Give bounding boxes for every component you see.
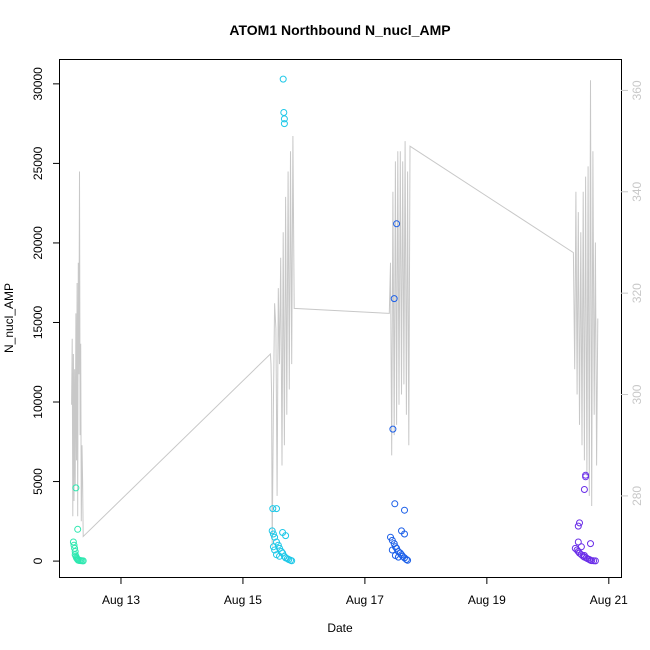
data-point (71, 548, 79, 555)
data-point (279, 75, 287, 83)
data-point (401, 506, 408, 514)
line-series (71, 80, 599, 547)
y2-tick-label: 340 (630, 181, 644, 201)
y-axis: 0 5000 10000 15000 20000 25000 30000 (31, 67, 60, 564)
data-point (574, 522, 582, 530)
points-layer (69, 75, 599, 565)
data-point (388, 546, 396, 554)
data-point (269, 530, 277, 538)
y2-tick-label: 360 (630, 80, 644, 100)
x-tick-label: Aug 15 (224, 593, 262, 607)
y-tick-label: 0 (31, 557, 45, 564)
data-point (580, 552, 588, 559)
x-tick-label: Aug 17 (346, 593, 384, 607)
data-point (79, 557, 87, 565)
plot-frame (59, 59, 622, 578)
data-point (273, 505, 280, 513)
data-point (72, 484, 80, 492)
data-point (268, 527, 276, 535)
y-tick-label: 30000 (31, 67, 45, 101)
y-tick-label: 20000 (31, 226, 45, 260)
data-point (69, 538, 77, 546)
data-point (580, 486, 588, 493)
x-tick-label: Aug 21 (590, 593, 628, 607)
data-point (591, 557, 599, 565)
data-point (74, 525, 82, 533)
y-axis-label: N_nucl_AMP (2, 283, 16, 353)
data-point (280, 120, 288, 128)
data-point (269, 505, 277, 513)
y2-tick-label: 300 (630, 384, 644, 404)
y-tick-label: 15000 (31, 305, 45, 339)
data-point (271, 546, 279, 554)
data-point (391, 500, 399, 508)
data-point (582, 473, 590, 481)
x-axis-label: Date (327, 621, 353, 635)
data-point (70, 541, 78, 549)
data-point (389, 425, 397, 433)
data-point (390, 295, 398, 303)
data-point (401, 530, 408, 538)
data-point (276, 552, 283, 560)
y-tick-label: 25000 (31, 146, 45, 180)
data-point (393, 220, 401, 228)
line-layer (71, 80, 599, 547)
data-point (288, 557, 296, 565)
data-point (394, 553, 402, 561)
data-point (587, 540, 594, 548)
y2-axis: 280 300 320 340 360 (621, 80, 644, 506)
data-point (577, 543, 585, 551)
x-tick-label: Aug 19 (468, 593, 506, 607)
x-tick-label: Aug 13 (102, 593, 140, 607)
y2-tick-label: 280 (630, 486, 644, 506)
data-point (574, 538, 582, 546)
data-point (274, 541, 282, 549)
data-point (576, 519, 583, 527)
data-point (280, 115, 288, 123)
x-axis: Aug 13 Aug 15 Aug 17 Aug 19 Aug 21 (102, 577, 628, 607)
data-point (402, 556, 410, 563)
y-tick-label: 5000 (31, 468, 45, 495)
y-tick-label: 10000 (31, 385, 45, 419)
data-point (271, 533, 279, 541)
data-point (280, 109, 288, 116)
chart-title: ATOM1 Northbound N_nucl_AMP (229, 22, 450, 38)
data-point (404, 556, 412, 564)
data-point (269, 543, 277, 551)
data-point (282, 532, 290, 540)
y2-tick-label: 320 (630, 283, 644, 303)
